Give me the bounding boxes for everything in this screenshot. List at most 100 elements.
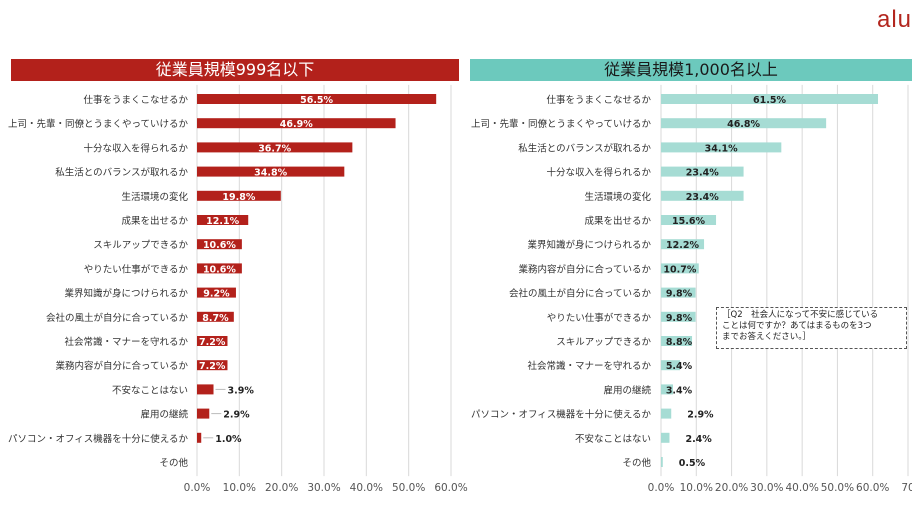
category-label: 生活環境の変化 bbox=[121, 191, 188, 203]
right-panel-title: 従業員規模1,000名以上 bbox=[470, 59, 912, 81]
bar bbox=[661, 336, 693, 346]
bar bbox=[197, 94, 437, 104]
bar bbox=[197, 311, 234, 322]
category-label: パソコン・オフィス機器を十分に使えるか bbox=[8, 433, 189, 445]
category-label: 成果を出せるか bbox=[584, 215, 651, 227]
x-tick-label: 20.0% bbox=[265, 482, 298, 494]
category-label: 上司・先輩・同僚とうまくやっていけるか bbox=[8, 118, 189, 130]
data-label: 8.8% bbox=[666, 337, 693, 348]
bar bbox=[661, 118, 827, 129]
category-label: 私生活とのバランスが取れるか bbox=[518, 142, 651, 154]
category-label: やりたい仕事ができるか bbox=[547, 312, 652, 324]
bar bbox=[197, 118, 396, 129]
data-label: 0.5% bbox=[679, 458, 706, 469]
category-label: スキルアップできるか bbox=[556, 337, 651, 348]
data-label: 46.8% bbox=[727, 119, 760, 130]
x-tick-label: 0.0% bbox=[184, 482, 211, 494]
data-label: 3.4% bbox=[666, 385, 693, 396]
bar bbox=[197, 408, 210, 419]
bar bbox=[661, 94, 879, 104]
bar bbox=[197, 287, 236, 298]
data-label: 19.8% bbox=[222, 192, 255, 203]
bar bbox=[661, 384, 673, 395]
bar bbox=[661, 457, 663, 467]
x-tick-label: 60.0% bbox=[434, 482, 467, 494]
bar bbox=[661, 263, 699, 274]
x-tick-label: 40.0% bbox=[350, 482, 383, 494]
category-label: 十分な収入を得られるか bbox=[83, 142, 188, 154]
category-label: その他 bbox=[159, 457, 188, 469]
category-label: 生活環境の変化 bbox=[584, 191, 651, 203]
bar bbox=[197, 384, 214, 395]
data-label: 9.8% bbox=[666, 289, 693, 300]
data-label: 61.5% bbox=[753, 95, 786, 106]
data-label: 8.7% bbox=[202, 313, 229, 324]
x-tick-label: 20.0% bbox=[715, 482, 748, 494]
data-label: 7.2% bbox=[199, 337, 226, 348]
category-label: パソコン・オフィス機器を十分に使えるか bbox=[471, 409, 652, 421]
bar bbox=[661, 432, 670, 443]
bar bbox=[661, 360, 681, 371]
data-label: 56.5% bbox=[300, 95, 333, 106]
data-label: 36.7% bbox=[258, 143, 291, 154]
category-label: 仕事をうまくこなせるか bbox=[83, 94, 188, 106]
data-label: 34.1% bbox=[705, 143, 738, 154]
category-label: 業務内容が自分に合っているか bbox=[518, 263, 651, 275]
bar bbox=[197, 166, 345, 177]
bar bbox=[197, 239, 242, 250]
category-label: 業界知識が身につけられるか bbox=[527, 239, 651, 251]
data-label: 23.4% bbox=[686, 168, 719, 179]
bar bbox=[197, 142, 353, 153]
category-label: 雇用の継続 bbox=[603, 384, 651, 396]
brand-logo: alu bbox=[877, 6, 912, 33]
data-label: 2.9% bbox=[687, 410, 714, 421]
data-label: 2.4% bbox=[685, 434, 712, 445]
x-tick-label: 30.0% bbox=[750, 482, 783, 494]
bar bbox=[661, 215, 717, 225]
category-label: 会社の風土が自分に合っているか bbox=[509, 288, 652, 300]
x-tick-label: 0.0% bbox=[648, 482, 675, 494]
bar bbox=[661, 239, 705, 250]
bar bbox=[661, 311, 696, 322]
category-label: 社会常識・マナーを守れるか bbox=[527, 360, 651, 372]
category-label: 上司・先輩・同僚とうまくやっていけるか bbox=[471, 118, 652, 130]
category-label: 仕事をうまくこなせるか bbox=[546, 94, 651, 106]
survey-question-note: ［Q2 社会人になって不安に感じている ことは何ですか？あてはまるものを3つ ま… bbox=[716, 307, 907, 349]
x-tick-label: 50.0% bbox=[821, 482, 854, 494]
data-label: 10.7% bbox=[663, 264, 696, 275]
data-label: 3.9% bbox=[228, 385, 255, 396]
bar bbox=[661, 408, 672, 419]
data-label: 7.2% bbox=[199, 361, 226, 372]
category-label: 業界知識が身につけられるか bbox=[64, 288, 188, 300]
x-tick-label: 30.0% bbox=[307, 482, 340, 494]
category-label: 成果を出せるか bbox=[121, 215, 188, 227]
data-label: 12.2% bbox=[666, 240, 699, 251]
category-label: 業務内容が自分に合っているか bbox=[55, 360, 188, 372]
data-label: 46.9% bbox=[280, 119, 313, 130]
bar bbox=[661, 142, 782, 153]
data-label: 1.0% bbox=[215, 434, 242, 445]
bar bbox=[197, 263, 242, 274]
category-label: スキルアップできるか bbox=[93, 240, 188, 251]
data-label: 34.8% bbox=[254, 168, 287, 179]
x-tick-label: 50.0% bbox=[392, 482, 425, 494]
category-label: 会社の風土が自分に合っているか bbox=[46, 312, 189, 324]
category-label: 不安なことはない bbox=[575, 433, 651, 445]
bar bbox=[197, 190, 281, 201]
x-tick-label: 60.0% bbox=[856, 482, 889, 494]
data-label: 2.9% bbox=[223, 410, 250, 421]
data-label: 9.2% bbox=[203, 289, 230, 300]
bar bbox=[197, 215, 249, 225]
bar bbox=[197, 360, 228, 371]
bar bbox=[661, 166, 744, 177]
x-tick-label: 10.0% bbox=[223, 482, 256, 494]
left-panel-title: 従業員規模999名以下 bbox=[11, 59, 459, 81]
category-label: 不安なことはない bbox=[112, 384, 188, 396]
category-label: その他 bbox=[622, 457, 651, 469]
data-label: 15.6% bbox=[672, 216, 705, 227]
bar bbox=[661, 287, 696, 298]
data-label: 5.4% bbox=[666, 361, 693, 372]
x-tick-label: 10.0% bbox=[680, 482, 713, 494]
